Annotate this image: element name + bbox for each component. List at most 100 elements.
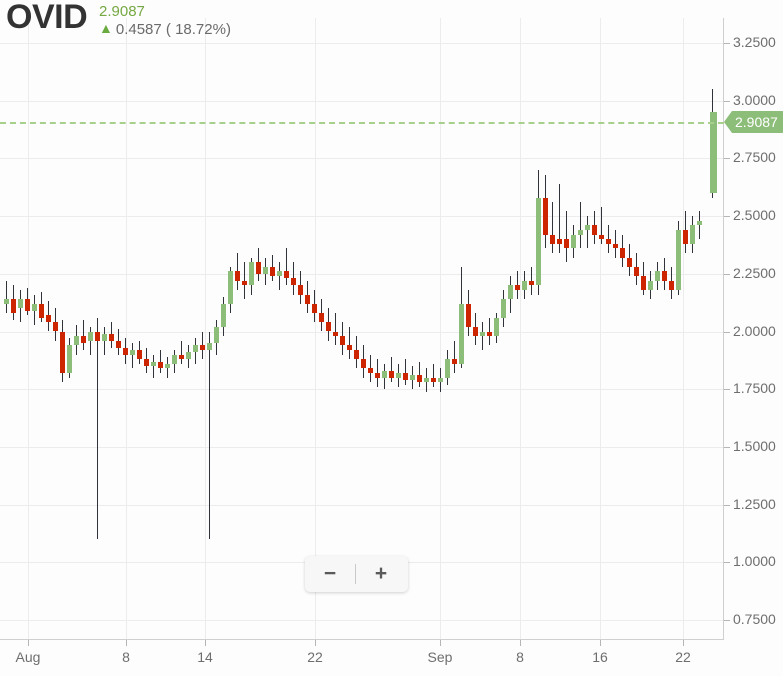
candle-body [305, 294, 310, 304]
x-axis-label: 22 [675, 649, 691, 665]
candle-body [368, 368, 373, 374]
gridline-vertical [440, 18, 441, 640]
gridline-horizontal [0, 43, 724, 44]
candle-body [620, 248, 625, 258]
candle-wick [559, 183, 560, 254]
candle-body [354, 349, 359, 360]
candle-body [466, 303, 471, 327]
candle-body [389, 370, 394, 378]
candle-body [361, 359, 366, 369]
candle-body [543, 197, 548, 235]
candle-body [550, 234, 555, 244]
y-axis-label: 3.2500 [733, 34, 776, 50]
y-axis-tick [724, 562, 730, 563]
x-axis-label: Sep [427, 649, 453, 665]
y-axis-tick [724, 274, 730, 275]
last-price: 2.9087 [99, 3, 145, 20]
candle-body [123, 347, 128, 355]
gridline-horizontal [0, 447, 724, 448]
candle-body [417, 375, 422, 383]
y-axis-label: 1.7500 [733, 380, 776, 396]
candle-body [235, 271, 240, 281]
candle-body [648, 280, 653, 290]
x-axis-tick [315, 640, 316, 646]
candle-body [95, 331, 100, 341]
candle-body [326, 322, 331, 332]
candle-wick [279, 262, 280, 290]
candle-body [592, 225, 597, 235]
candle-body [340, 336, 345, 346]
gridline-horizontal [0, 505, 724, 506]
candle-body [480, 331, 485, 337]
candle-body [193, 345, 198, 353]
candle-wick [160, 349, 161, 374]
candle-wick [349, 326, 350, 360]
gridline-horizontal [0, 216, 724, 217]
y-axis-label: 0.7500 [733, 611, 776, 627]
candle-body [585, 225, 590, 230]
candle-body [487, 331, 492, 337]
candle-body [494, 317, 499, 337]
candle-body [207, 343, 212, 350]
price-change-row: ▲ 0.4587 ( 18.72%) [99, 20, 231, 39]
x-axis[interactable]: Aug 8 14 22 Sep 8 16 22 [0, 640, 724, 676]
zoom-out-button[interactable]: − [323, 562, 337, 585]
candle-wick [153, 354, 154, 378]
symbol-ticker: OVID [6, 0, 88, 36]
candle-body [627, 257, 632, 267]
x-axis-label: 8 [122, 649, 130, 665]
candle-body [144, 359, 149, 367]
candle-body [431, 377, 436, 383]
candle-body [438, 377, 443, 383]
candle-body [319, 313, 324, 323]
y-axis-tick [724, 332, 730, 333]
chart-plot-area[interactable] [0, 18, 724, 640]
candle-body [137, 349, 142, 360]
candle-body [683, 229, 688, 244]
candle-body [445, 359, 450, 378]
zoom-control-divider [355, 564, 356, 584]
plot-right-border [723, 18, 724, 640]
candle-wick [699, 211, 700, 240]
candle-wick [97, 317, 98, 540]
y-axis-label: 2.2500 [733, 265, 776, 281]
gridline-horizontal [0, 389, 724, 390]
current-price-badge-value: 2.9087 [732, 110, 783, 133]
candle-body [501, 299, 506, 318]
y-axis-tick [724, 158, 730, 159]
candle-wick [489, 317, 490, 346]
price-change-value: 0.4587 ( 18.72%) [115, 21, 231, 38]
price-badge-arrow-icon [724, 110, 732, 133]
candle-wick [552, 202, 553, 254]
y-axis-label: 1.0000 [733, 553, 776, 569]
y-axis-label: 2.0000 [733, 323, 776, 339]
gridline-horizontal [0, 101, 724, 102]
candle-wick [580, 202, 581, 249]
zoom-in-button[interactable]: + [374, 562, 388, 585]
candle-body [410, 375, 415, 380]
candle-body [641, 276, 646, 290]
candle-body [32, 303, 37, 311]
candle-body [536, 197, 541, 286]
gridline-horizontal [0, 620, 724, 621]
y-axis[interactable]: 3.2500 3.0000 2.7500 2.5000 2.2500 2.0000 1.75… [724, 18, 783, 640]
candle-body [676, 229, 681, 290]
candle-body [312, 303, 317, 314]
candle-body [459, 303, 464, 364]
candle-body [4, 299, 9, 304]
candle-body [102, 333, 107, 341]
up-arrow-icon: ▲ [99, 20, 113, 36]
candle-body [375, 373, 380, 378]
y-axis-label: 2.7500 [733, 149, 776, 165]
candle-body [655, 271, 660, 281]
gridline-vertical [600, 18, 601, 640]
candle-wick [433, 363, 434, 387]
candle-body [249, 262, 254, 286]
gridline-vertical [205, 18, 206, 640]
gridline-vertical [683, 18, 684, 640]
zoom-control[interactable]: − + [305, 556, 408, 592]
candle-body [333, 331, 338, 337]
candle-wick [132, 343, 133, 369]
candle-body [662, 271, 667, 281]
